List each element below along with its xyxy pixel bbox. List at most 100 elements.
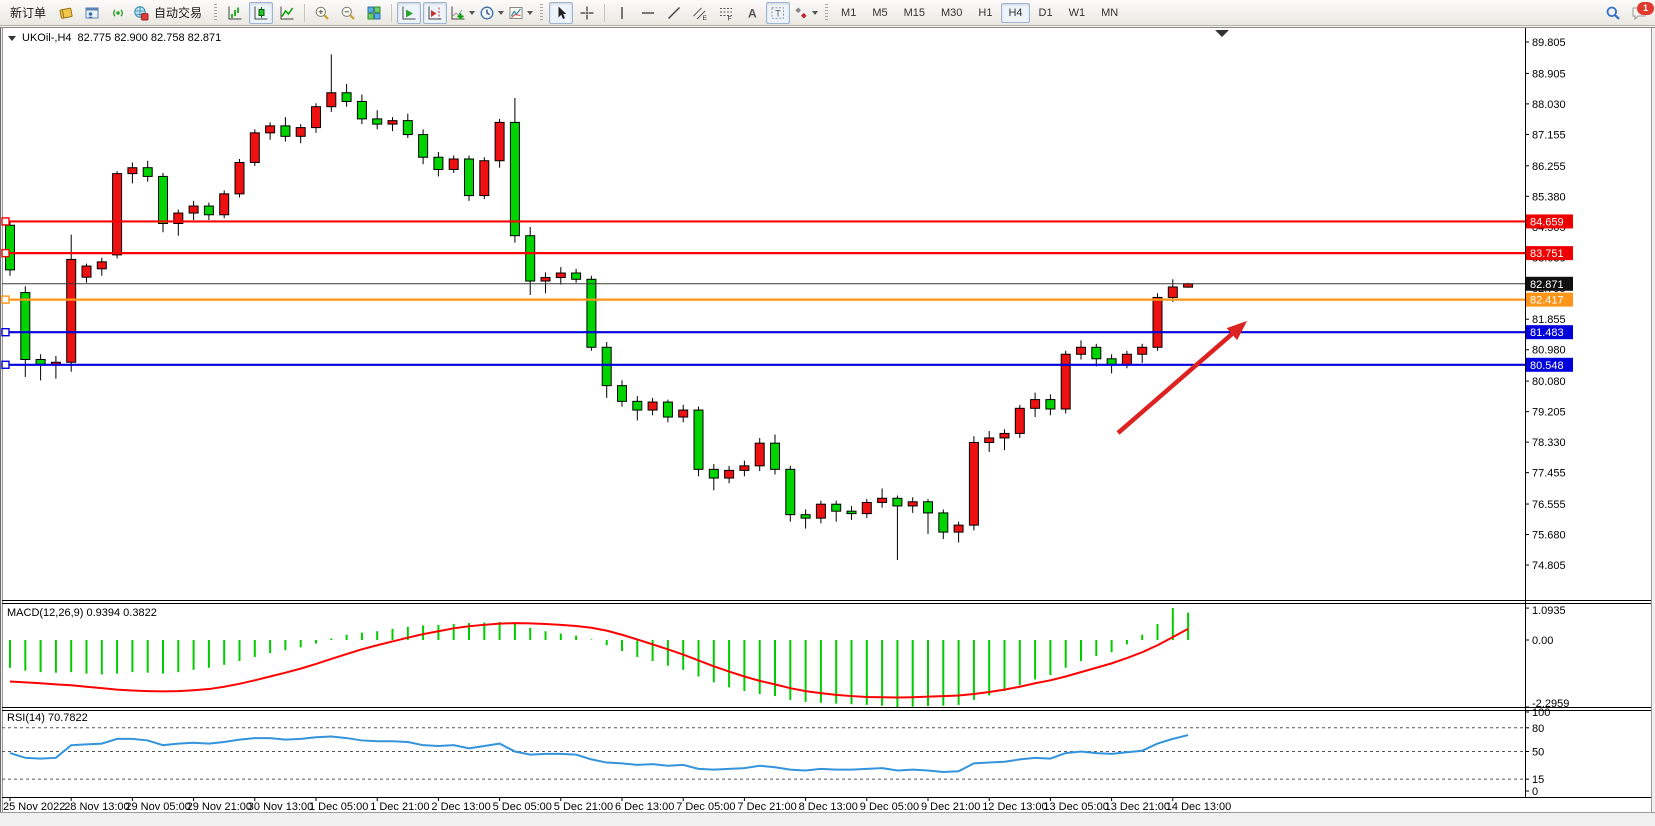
timeframe-button-d1[interactable]: D1 — [1038, 6, 1053, 19]
toolbar-gripper — [825, 3, 829, 22]
svg-text:7 Dec 05:00: 7 Dec 05:00 — [676, 801, 735, 813]
tile-windows-button[interactable] — [362, 2, 386, 24]
svg-text:82.417: 82.417 — [1530, 295, 1564, 307]
zoomout-icon — [341, 6, 355, 20]
toolbar-gripper — [540, 3, 544, 22]
svg-text:9 Dec 21:00: 9 Dec 21:00 — [921, 801, 980, 813]
hline-handle-83.751[interactable] — [1, 248, 10, 258]
notification-badge: 1 — [1637, 1, 1654, 15]
svg-text:76.555: 76.555 — [1532, 499, 1566, 511]
svg-text:75.680: 75.680 — [1532, 530, 1566, 542]
svg-text:81.483: 81.483 — [1530, 327, 1564, 339]
clock-icon — [480, 6, 494, 19]
channel-button[interactable]: E — [688, 2, 712, 24]
timeframe-button-m30[interactable]: M30 — [941, 6, 963, 19]
timeframe-button-mn[interactable]: MN — [1101, 6, 1119, 19]
notebook-icon[interactable] — [54, 2, 78, 24]
chat-button[interactable]: 1 — [1627, 1, 1654, 24]
svg-text:1 Dec 05:00: 1 Dec 05:00 — [309, 801, 368, 813]
signals-icon[interactable] — [106, 2, 130, 24]
fibo-icon: F — [720, 7, 733, 21]
arrows-icon — [795, 7, 807, 18]
candlesticks — [5, 54, 1194, 560]
toolbar-separator — [391, 3, 393, 22]
svg-text:13 Dec 05:00: 13 Dec 05:00 — [1043, 801, 1108, 813]
search-icon — [1606, 6, 1620, 20]
zoom-out-button[interactable] — [336, 2, 360, 24]
line-chart-button[interactable] — [275, 2, 299, 24]
chartshift-icon — [428, 6, 442, 19]
hline-handle-84.659[interactable] — [1, 217, 10, 226]
crosshair-button[interactable] — [575, 2, 599, 24]
svg-text:E: E — [703, 15, 708, 21]
svg-text:100: 100 — [1532, 707, 1550, 719]
horizontal-line-objects[interactable] — [1, 217, 1525, 369]
pane-separator-1[interactable] — [2, 600, 1651, 604]
zoom-in-button[interactable] — [310, 2, 334, 24]
chevron-down-icon — [812, 10, 819, 15]
timeframe-button-h4[interactable]: H4 — [1001, 2, 1030, 23]
toolbar-gripper — [214, 3, 218, 22]
candles-icon — [254, 6, 268, 19]
hline-handle-82.417[interactable] — [1, 295, 10, 304]
hline-handle-80.548[interactable] — [1, 360, 10, 369]
svg-text:0.00: 0.00 — [1532, 635, 1553, 647]
svg-text:77.455: 77.455 — [1532, 468, 1566, 480]
periods-button[interactable] — [478, 2, 505, 24]
svg-text:2 Dec 13:00: 2 Dec 13:00 — [431, 801, 490, 813]
auto-scroll-button[interactable] — [397, 1, 422, 24]
svg-text:12 Dec 13:00: 12 Dec 13:00 — [982, 801, 1047, 813]
rsi-line — [9, 734, 1189, 774]
templates-button[interactable] — [507, 2, 534, 24]
svg-text:83.751: 83.751 — [1530, 248, 1564, 260]
fibonacci-button[interactable]: F — [714, 2, 738, 24]
svg-text:88.905: 88.905 — [1532, 68, 1566, 80]
price-chips: 84.659 83.751 82.871 82.417 81.483 80.548 — [1526, 214, 1573, 372]
arrows-button[interactable] — [792, 2, 819, 24]
trendline-button[interactable] — [662, 2, 686, 24]
timeframe-button-w1[interactable]: W1 — [1068, 6, 1086, 19]
chart-title: UKOil-,H4 82.775 82.900 82.758 82.871 — [8, 32, 221, 44]
trend-arrow-annotation[interactable] — [1116, 321, 1247, 435]
new-order-button[interactable]: 新订单 — [4, 2, 52, 24]
profile-window-icon[interactable] — [80, 2, 104, 24]
svg-text:74.805: 74.805 — [1532, 560, 1566, 572]
chart-shift-marker-icon[interactable] — [1215, 30, 1229, 37]
svg-text:78.330: 78.330 — [1532, 437, 1566, 449]
collapse-arrow-icon[interactable] — [8, 35, 16, 41]
timeframe-button-m15[interactable]: M15 — [903, 6, 925, 19]
timeframe-button-h1[interactable]: H1 — [978, 6, 993, 19]
svg-text:81.855: 81.855 — [1532, 314, 1566, 326]
textT-icon: T — [771, 6, 785, 19]
toolbar-separator — [304, 3, 306, 22]
bar-chart-button[interactable] — [223, 2, 247, 24]
text-button[interactable]: A — [740, 2, 764, 24]
search-button[interactable] — [1601, 2, 1625, 24]
candlestick-chart-button[interactable] — [249, 1, 274, 24]
toolbar: 新订单 自动交易 E F A T M1 M5 M15 M30 H1 H4 D1 W1 MN 1 — [0, 0, 1655, 26]
timeframe-button-m1[interactable]: M1 — [841, 6, 857, 19]
svg-text:80.548: 80.548 — [1530, 360, 1564, 372]
text-label-button[interactable]: T — [766, 1, 791, 24]
userwin-icon — [85, 7, 99, 18]
timeframe-button-m5[interactable]: M5 — [872, 6, 888, 19]
svg-text:80: 80 — [1532, 723, 1544, 735]
rsi-indicator-label: RSI(14) 70.7822 — [7, 712, 88, 724]
svg-text:80.980: 80.980 — [1532, 345, 1566, 357]
indicators-button[interactable] — [449, 2, 476, 24]
pane-separator-2[interactable] — [2, 707, 1651, 711]
horizontal-line-button[interactable] — [636, 2, 660, 24]
globe-icon — [134, 5, 149, 21]
svg-text:88.030: 88.030 — [1532, 99, 1566, 111]
cursor-icon — [558, 6, 567, 19]
chart-shift-button[interactable] — [423, 1, 448, 24]
cursor-button[interactable] — [549, 1, 574, 24]
vline-icon — [621, 6, 623, 19]
macd-indicator-label: MACD(12,26,9) 0.9394 0.3822 — [7, 607, 157, 619]
crosshair-icon — [580, 6, 594, 19]
vertical-line-button[interactable] — [610, 2, 634, 24]
autotrading-button[interactable]: 自动交易 — [132, 2, 208, 24]
hline-handle-81.483[interactable] — [1, 327, 10, 337]
